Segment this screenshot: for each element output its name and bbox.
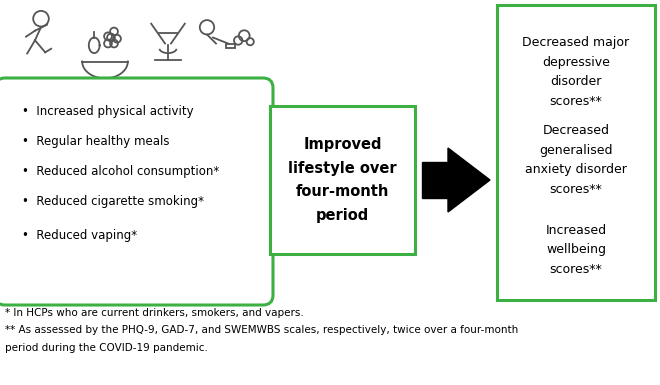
Text: •  Increased physical activity: • Increased physical activity bbox=[22, 105, 193, 119]
FancyBboxPatch shape bbox=[497, 5, 655, 300]
Text: •  Reduced alcohol consumption*: • Reduced alcohol consumption* bbox=[22, 166, 219, 179]
Text: •  Reduced vaping*: • Reduced vaping* bbox=[22, 229, 137, 241]
Text: period during the COVID-19 pandemic.: period during the COVID-19 pandemic. bbox=[5, 343, 208, 353]
FancyBboxPatch shape bbox=[226, 44, 235, 48]
Text: •  Reduced cigarette smoking*: • Reduced cigarette smoking* bbox=[22, 196, 204, 209]
Text: Improved
lifestyle over
four-month
period: Improved lifestyle over four-month perio… bbox=[288, 137, 397, 223]
Text: ** As assessed by the PHQ-9, GAD-7, and SWEMWBS scales, respectively, twice over: ** As assessed by the PHQ-9, GAD-7, and … bbox=[5, 325, 518, 335]
FancyBboxPatch shape bbox=[0, 78, 273, 305]
Text: Decreased major
depressive
disorder
scores**: Decreased major depressive disorder scor… bbox=[523, 36, 630, 108]
Text: Decreased
generalised
anxiety disorder
scores**: Decreased generalised anxiety disorder s… bbox=[525, 124, 627, 196]
Text: Increased
wellbeing
scores**: Increased wellbeing scores** bbox=[545, 224, 607, 276]
Text: * In HCPs who are current drinkers, smokers, and vapers.: * In HCPs who are current drinkers, smok… bbox=[5, 308, 304, 318]
Polygon shape bbox=[448, 148, 490, 212]
Text: •  Regular healthy meals: • Regular healthy meals bbox=[22, 136, 170, 149]
Polygon shape bbox=[422, 162, 448, 198]
FancyBboxPatch shape bbox=[270, 106, 415, 254]
